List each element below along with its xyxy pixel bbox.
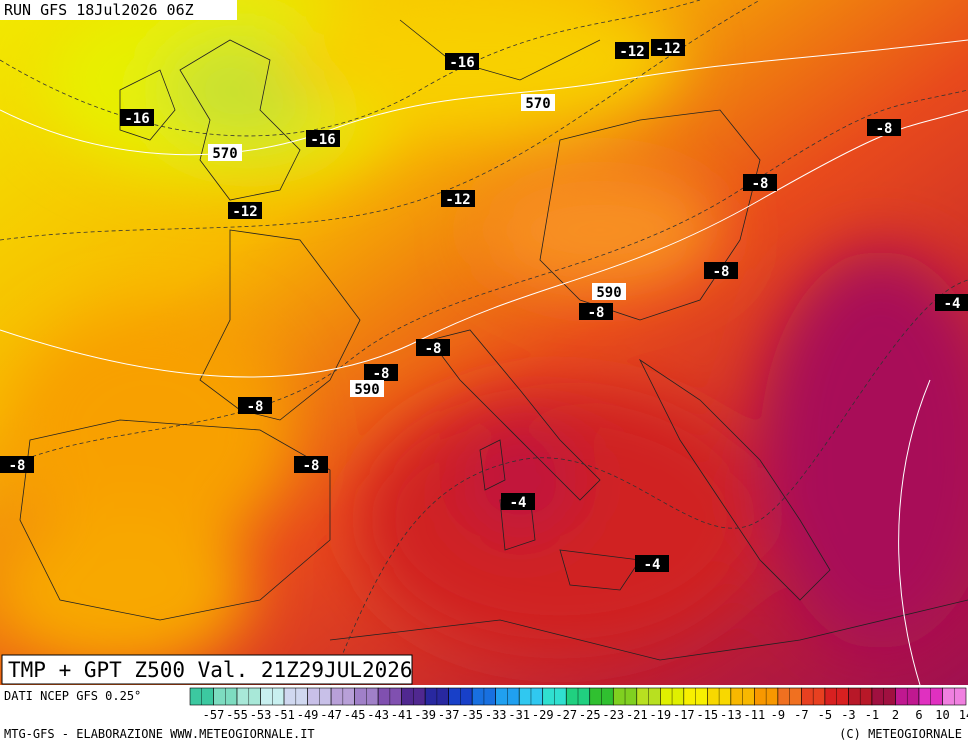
geopotential-label-box	[208, 144, 242, 161]
isotherm-label: -12	[445, 192, 470, 208]
footer-right: (C) METEOGIORNALE	[839, 727, 962, 741]
colorbar-label: -25	[579, 708, 601, 722]
colorbar-label: -41	[391, 708, 413, 722]
colorbar-label: -1	[865, 708, 879, 722]
isotherm-label-box	[704, 262, 738, 279]
colorbar-label: -3	[841, 708, 855, 722]
isotherm-label-box	[867, 119, 901, 136]
isotherm-label: -8	[752, 176, 769, 192]
isotherm-label: -8	[588, 305, 605, 321]
isotherm-label: -8	[9, 458, 26, 474]
run-box	[0, 0, 237, 20]
geopotential-label: 570	[212, 146, 237, 162]
isotherm-label: -16	[124, 111, 149, 127]
isotherm-label: -4	[644, 557, 661, 573]
geopotential-label: 570	[525, 96, 550, 112]
colorbar-label: -31	[508, 708, 530, 722]
isotherm-label-box	[364, 364, 398, 381]
colorbar-label: -47	[320, 708, 342, 722]
isotherm-label-box	[416, 339, 450, 356]
colorbar-label: -21	[626, 708, 648, 722]
geopotential-label: 590	[596, 285, 621, 301]
isotherm-label: -8	[425, 341, 442, 357]
colorbar-label: -37	[438, 708, 460, 722]
isotherm-label-box	[445, 53, 479, 70]
isotherm-label-box	[228, 202, 262, 219]
isotherm-label: -12	[655, 41, 680, 57]
geopotential-label-box	[592, 283, 626, 300]
geopotential-label: 590	[354, 382, 379, 398]
colorbar-label: -49	[297, 708, 319, 722]
isotherm-label: -12	[232, 204, 257, 220]
isotherm-label-box	[501, 493, 535, 510]
isotherm-label-box	[238, 397, 272, 414]
isotherm-label-box	[120, 109, 154, 126]
colorbar-label: 10	[935, 708, 949, 722]
isotherm-label: -12	[619, 44, 644, 60]
isotherm-label: -4	[510, 495, 527, 511]
colorbar-label: -9	[771, 708, 785, 722]
isotherm-label-box	[0, 456, 34, 473]
isotherm-label: -8	[373, 366, 390, 382]
isotherm-label-box	[294, 456, 328, 473]
isotherm-label-box	[935, 294, 968, 311]
colorbar-label: -5	[818, 708, 832, 722]
colorbar-label: -13	[720, 708, 742, 722]
colorbar-label: 14	[959, 708, 968, 722]
isotherm-label: -8	[303, 458, 320, 474]
isotherm-label: -4	[944, 296, 961, 312]
colorbar-label: -33	[485, 708, 507, 722]
colorbar-label: -35	[461, 708, 483, 722]
geopotential-label-box	[521, 94, 555, 111]
colorbar-label: -19	[649, 708, 671, 722]
colorbar-label: -55	[226, 708, 248, 722]
isotherm-label-box	[651, 39, 685, 56]
colorbar-label: -15	[696, 708, 718, 722]
colorbar-label: -23	[602, 708, 624, 722]
isotherm-label-box	[743, 174, 777, 191]
geopotential-lines	[0, 39, 968, 686]
isotherm-label: -16	[449, 55, 474, 71]
colorbar-label: 6	[915, 708, 922, 722]
isotherm-label-box	[306, 130, 340, 147]
data-source: DATI NCEP GFS 0.25°	[4, 689, 141, 703]
coastlines	[19, 19, 968, 661]
map-title: TMP + GPT Z500 Val. 21Z29JUL2026	[8, 658, 413, 682]
colorbar-label: -43	[367, 708, 389, 722]
isotherm-label-box	[635, 555, 669, 572]
isotherm-label-box	[615, 42, 649, 59]
colorbar-label: -7	[794, 708, 808, 722]
colorbar-label: 2	[892, 708, 899, 722]
colorbar-label: -11	[744, 708, 766, 722]
isotherm-label-box	[441, 190, 475, 207]
footer-left: MTG-GFS - ELABORAZIONE WWW.METEOGIORNALE…	[4, 727, 315, 741]
isotherm-label: -8	[876, 121, 893, 137]
colorbar-label: -27	[555, 708, 577, 722]
run-info: RUN GFS 18Jul2026 06Z	[4, 1, 194, 19]
colorbar-label: -53	[250, 708, 272, 722]
colorbar: -57 -55 -53 -51 -49 -47 -45 -43 -41 -39 -37 -35 -33-…	[189, 687, 968, 722]
colorbar-label: -57	[203, 708, 225, 722]
map-labels: -16 -16 -12 -12 -16 -12 -12 -8 -8 -8 -8 -4 -8 -8 -8 -8 -…	[0, 39, 968, 573]
colorbar-label: -45	[344, 708, 366, 722]
isotherm-label: -8	[713, 264, 730, 280]
title-box	[1, 654, 413, 685]
isotherm-label: -8	[247, 399, 264, 415]
colorbar-label: -29	[532, 708, 554, 722]
colorbar-label: -51	[273, 708, 295, 722]
colorbar-label: -39	[414, 708, 436, 722]
colorbar-label: -17	[673, 708, 695, 722]
geopotential-label-box	[350, 380, 384, 397]
isotherm-label-box	[579, 303, 613, 320]
isotherm-label: -16	[310, 132, 335, 148]
